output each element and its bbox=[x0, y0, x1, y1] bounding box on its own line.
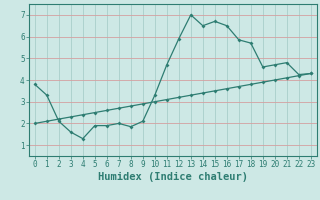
X-axis label: Humidex (Indice chaleur): Humidex (Indice chaleur) bbox=[98, 172, 248, 182]
